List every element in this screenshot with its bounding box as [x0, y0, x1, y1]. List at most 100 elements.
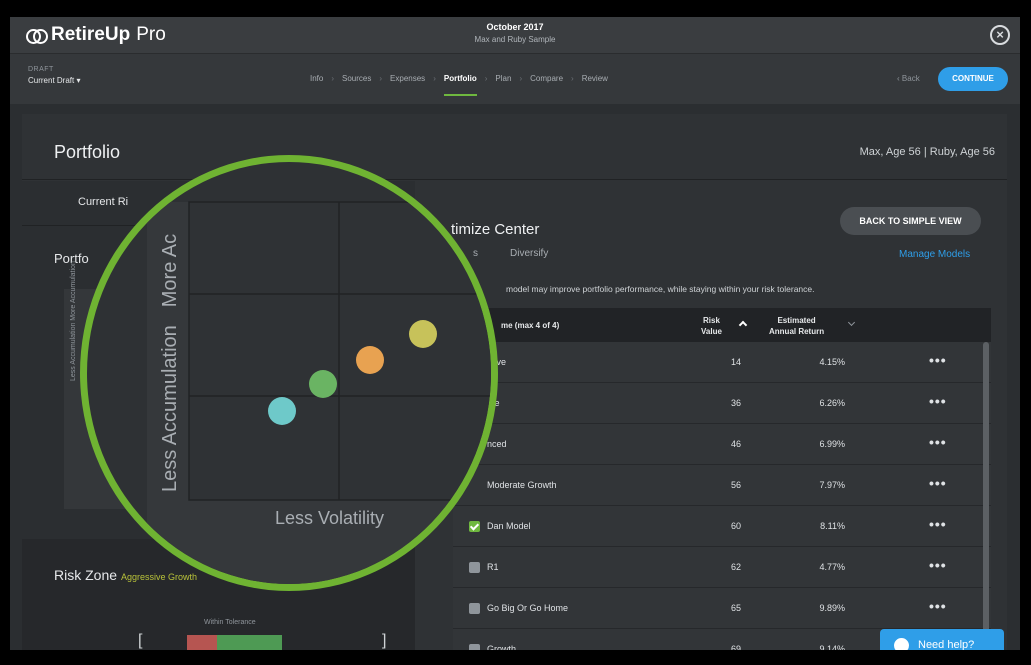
tolerance-bar-within — [217, 635, 282, 650]
tolerance-label: Within Tolerance — [204, 619, 256, 626]
bracket-right-icon: ] — [382, 632, 387, 649]
more-options-icon[interactable]: ••• — [929, 598, 947, 614]
table-scrollbar[interactable] — [983, 342, 989, 632]
model-name: Go Big Or Go Home — [487, 603, 569, 613]
close-icon[interactable]: × — [990, 25, 1010, 45]
chevron-down-icon: ▾ — [76, 76, 81, 85]
column-annual-return[interactable]: Estimated Annual Return — [769, 316, 825, 336]
table-row[interactable]: Moderate Growth 56 7.97% ••• — [453, 465, 991, 506]
more-options-icon[interactable]: ••• — [929, 393, 947, 409]
table-row[interactable]: ative144.15%••• — [453, 342, 991, 383]
scatter-point[interactable] — [309, 370, 337, 398]
table-row[interactable]: nced 46 6.99% ••• — [453, 424, 991, 465]
more-options-icon[interactable]: ••• — [929, 557, 947, 573]
model-annual-return: 8.11% — [820, 521, 845, 531]
model-risk-value: 46 — [730, 439, 741, 449]
chat-bubble-icon — [894, 638, 909, 650]
step-portfolio[interactable]: Portfolio — [443, 74, 477, 96]
mini-y-axis-label: Less Accumulation More Accumulation — [70, 261, 77, 381]
page-title: Portfolio — [54, 142, 121, 162]
table-row[interactable]: Dan Model 60 8.11% ••• — [453, 506, 991, 547]
model-annual-return: 6.26% — [819, 398, 845, 408]
draft-label: DRAFT — [28, 66, 54, 73]
model-annual-return: 7.97% — [819, 480, 845, 490]
chevron-right-icon: › — [571, 74, 574, 83]
chevron-right-icon: › — [433, 74, 436, 83]
step-expenses[interactable]: Expenses — [390, 74, 426, 83]
model-name: Dan Model — [487, 521, 531, 531]
step-plan[interactable]: Plan — [495, 74, 512, 83]
optimize-hint: model may improve portfolio performance,… — [506, 284, 815, 294]
model-name: nced — [487, 439, 507, 449]
optimize-tabs: s Diversify — [473, 248, 548, 259]
step-info[interactable]: Info — [310, 74, 324, 83]
model-annual-return: 9.14% — [819, 644, 845, 650]
plan-name: Max and Ruby Sample — [474, 35, 556, 44]
scatter-point[interactable] — [356, 346, 384, 374]
current-risk-tab[interactable]: Current Ri — [78, 196, 129, 208]
more-options-icon[interactable]: ••• — [929, 434, 947, 450]
model-risk-value: 36 — [730, 398, 741, 408]
table-row[interactable]: Go Big Or Go Home 65 9.89% ••• — [453, 588, 991, 629]
sort-asc-icon[interactable] — [738, 320, 748, 330]
table-body: ative144.15%•••ate366.26%•••nced466.99%•… — [453, 342, 991, 650]
manage-models-link[interactable]: Manage Models — [899, 249, 971, 260]
sort-desc-icon[interactable] — [847, 318, 856, 327]
risk-zone-value: Aggressive Growth — [121, 572, 198, 582]
bracket-left-icon: [ — [138, 632, 143, 649]
brand-suffix: Pro — [136, 24, 166, 45]
step-compare[interactable]: Compare — [530, 74, 564, 83]
back-to-simple-view-button[interactable]: BACK TO SIMPLE VIEW — [840, 207, 981, 235]
draft-selector[interactable]: DRAFT Current Draft ▾ — [28, 66, 80, 85]
brand-name: RetireUp — [51, 24, 131, 45]
column-risk-value[interactable]: Risk Value — [701, 316, 722, 336]
step-sources[interactable]: Sources — [342, 74, 372, 83]
optimize-center: timize Center BACK TO SIMPLE VIEW s Dive… — [443, 197, 1007, 650]
chart-magnifier: Less AccumulationMore Ac Less Volatility — [80, 155, 498, 591]
table-row[interactable]: R1 62 4.77% ••• — [453, 547, 991, 588]
model-annual-return: 4.15% — [819, 357, 845, 367]
scatter-point[interactable] — [409, 320, 437, 348]
chevron-left-icon: ‹ — [897, 74, 900, 83]
plan-date: October 2017 — [486, 22, 544, 32]
step-nav-bar: DRAFT Current Draft ▾ Info › Sources › E… — [10, 54, 1020, 104]
step-list: Info › Sources › Expenses › Portfolio › … — [310, 74, 608, 96]
more-options-icon[interactable]: ••• — [929, 475, 947, 491]
model-name: Growth — [487, 644, 517, 650]
tolerance-bar-over — [187, 635, 217, 650]
more-options-icon[interactable]: ••• — [929, 352, 947, 368]
tab-diversify[interactable]: Diversify — [510, 248, 549, 259]
retireup-logo[interactable]: RetireUp Pro — [26, 24, 166, 46]
model-name: Moderate Growth — [487, 480, 557, 490]
back-button[interactable]: ‹ Back — [897, 74, 920, 83]
logo-mark-icon — [26, 26, 48, 45]
app-window: RetireUp Pro October 2017 Max and Ruby S… — [10, 17, 1020, 650]
table-row[interactable]: ate366.26%••• — [453, 383, 991, 424]
tolerance-bar — [187, 635, 282, 650]
models-table: me (max 4 of 4) Risk Value Estimated Annua… — [453, 308, 991, 650]
more-options-icon[interactable]: ••• — [929, 516, 947, 532]
model-name: R1 — [487, 562, 499, 572]
column-name[interactable]: me (max 4 of 4) — [501, 321, 560, 330]
risk-zone-title: Risk Zone Aggressive Growth — [54, 567, 198, 583]
need-help-button[interactable]: Need help? — [880, 629, 1004, 650]
chevron-right-icon: › — [379, 74, 383, 83]
model-risk-value: 62 — [730, 562, 741, 572]
y-axis-label: Less AccumulationMore Ac — [159, 233, 181, 492]
portfolio-header: Portfolio Max, Age 56 | Ruby, Age 56 — [22, 114, 1007, 180]
scatter-point[interactable] — [268, 397, 296, 425]
model-checkbox[interactable] — [469, 521, 480, 532]
chevron-right-icon: › — [331, 74, 335, 83]
model-annual-return: 4.77% — [819, 562, 845, 572]
model-checkbox[interactable] — [469, 562, 480, 573]
tab-models[interactable]: s — [473, 248, 478, 259]
step-review[interactable]: Review — [581, 74, 608, 83]
continue-button[interactable]: CONTINUE — [938, 67, 1008, 91]
chevron-right-icon: › — [484, 74, 488, 83]
client-info: Max, Age 56 | Ruby, Age 56 — [859, 146, 995, 158]
model-risk-value: 65 — [730, 603, 741, 613]
optimize-title: timize Center — [451, 221, 540, 238]
model-risk-value: 69 — [730, 644, 741, 650]
model-checkbox[interactable] — [469, 644, 480, 650]
model-checkbox[interactable] — [469, 603, 480, 614]
